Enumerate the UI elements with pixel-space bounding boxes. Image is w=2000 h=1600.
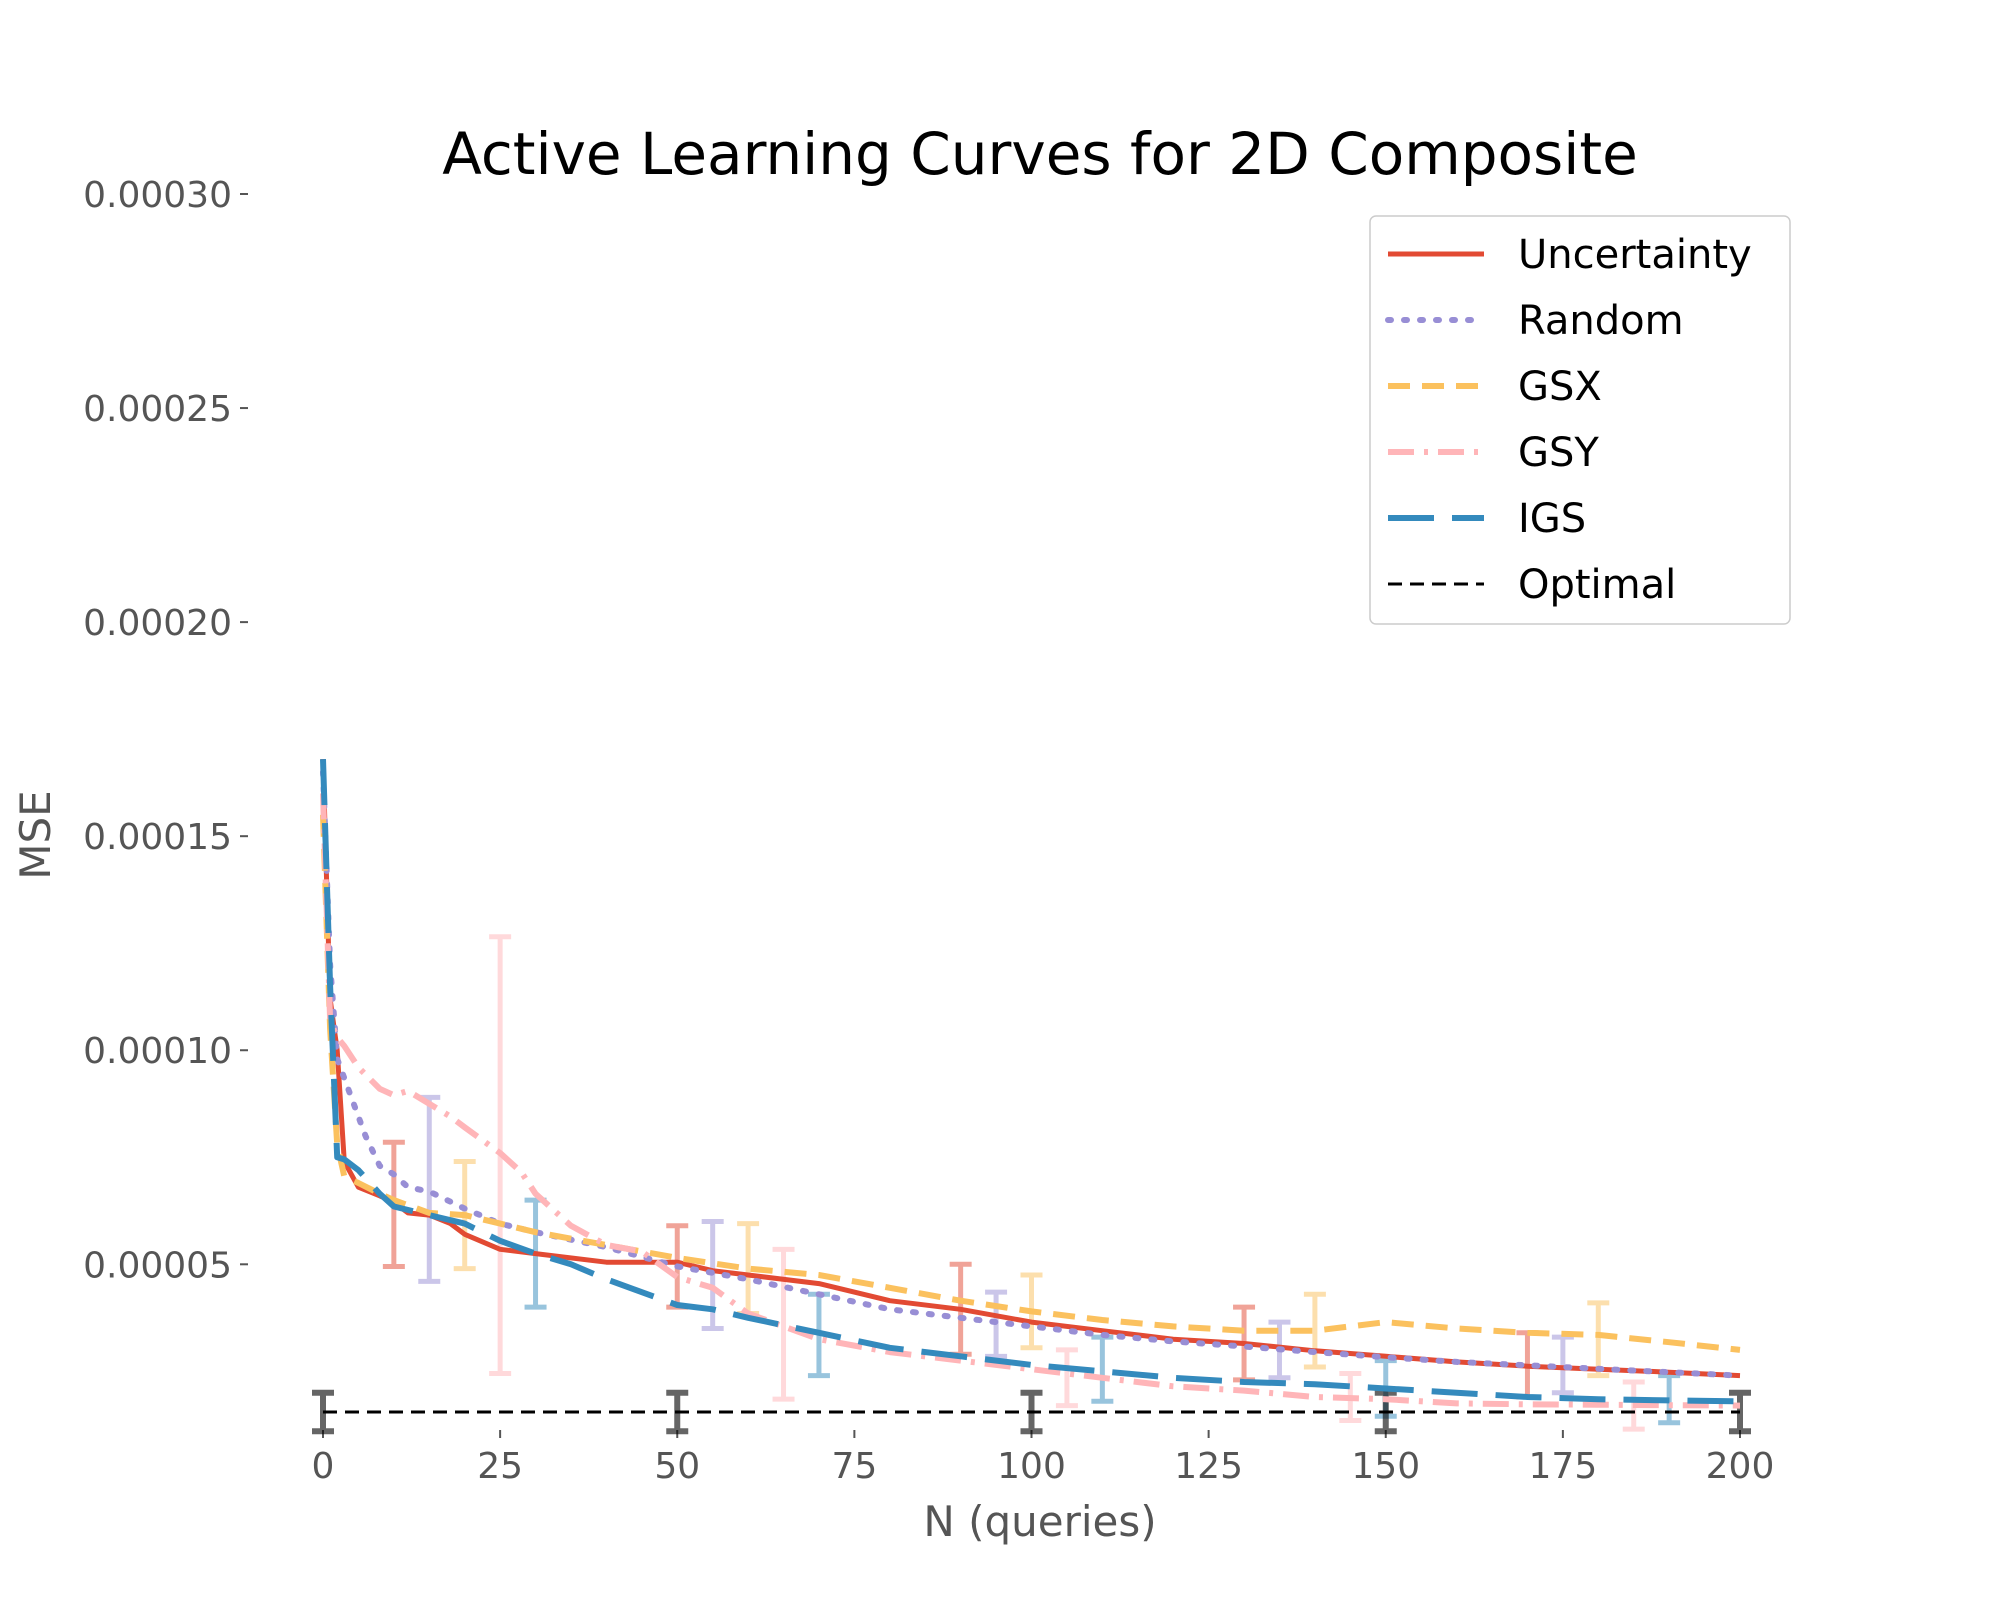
legend: Uncertainty Random GSX GSY IGS Optimal	[1369, 215, 1791, 625]
error-bar	[1551, 1334, 1574, 1396]
legend-label-gsx: GSX	[1518, 364, 1602, 410]
y-axis: 0.00005 0.00010 0.00015 0.00020 0.00025 0.000…	[83, 175, 248, 1286]
chart-title: Active Learning Curves for 2D Composite	[442, 120, 1638, 188]
x-tick-label: 175	[1529, 1446, 1598, 1487]
legend-frame	[1369, 215, 1791, 625]
x-tick-label: 100	[997, 1446, 1066, 1487]
x-axis: 0 25 50 75 100 125 150 175 200	[312, 1430, 1775, 1487]
error-bar	[1091, 1334, 1114, 1404]
error-bar	[1055, 1347, 1078, 1409]
error-bars	[312, 934, 1751, 1435]
x-tick-label: 75	[831, 1446, 877, 1487]
x-axis-label: N (queries)	[923, 1497, 1156, 1546]
y-tick-label: 0.00030	[83, 175, 232, 216]
series-lines	[320, 759, 1743, 1414]
series-line-random	[320, 769, 1743, 1379]
x-tick-label: 125	[1174, 1446, 1243, 1487]
error-bar	[1587, 1300, 1610, 1379]
legend-label-gsy: GSY	[1518, 430, 1599, 476]
series-line-gsy	[320, 793, 1741, 1409]
legend-label-random: Random	[1518, 298, 1684, 344]
y-tick-label: 0.00015	[83, 817, 232, 858]
x-tick-label: 25	[477, 1446, 523, 1487]
legend-label-igs: IGS	[1518, 496, 1586, 542]
y-tick-label: 0.00010	[83, 1031, 232, 1072]
x-tick-label: 150	[1351, 1446, 1420, 1487]
error-bar	[1303, 1291, 1326, 1370]
y-axis-label: MSE	[11, 790, 60, 879]
error-bar	[772, 1246, 795, 1402]
x-tick-label: 0	[312, 1446, 335, 1487]
y-tick-label: 0.00020	[83, 603, 232, 644]
legend-label-optimal: Optimal	[1518, 562, 1676, 608]
x-tick-label: 50	[654, 1446, 700, 1487]
legend-label-uncertainty: Uncertainty	[1518, 232, 1752, 278]
series-line-igs	[320, 759, 1741, 1405]
y-tick-label: 0.00025	[83, 389, 232, 430]
x-tick-label: 200	[1706, 1446, 1775, 1487]
series-line-gsx	[320, 814, 1741, 1353]
y-tick-label: 0.00005	[83, 1245, 232, 1286]
